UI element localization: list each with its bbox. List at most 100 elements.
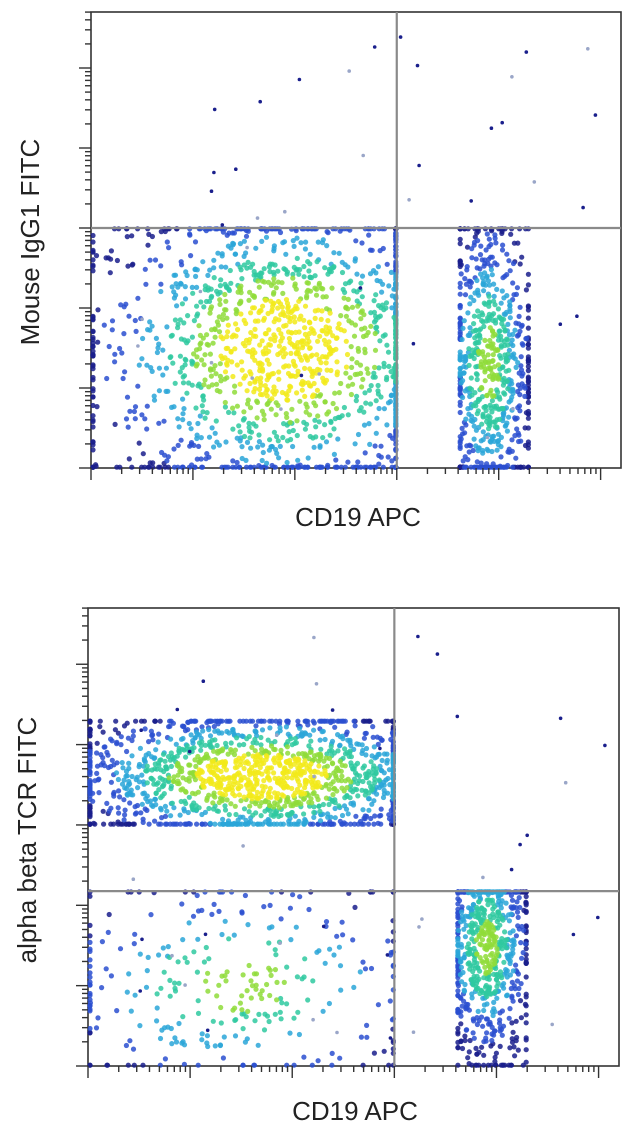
event-dot	[491, 927, 497, 933]
event-dot	[114, 741, 120, 747]
event-dot	[142, 266, 148, 272]
event-dot	[232, 251, 238, 257]
event-dot	[130, 728, 136, 734]
event-dot	[124, 773, 130, 779]
event-dot	[251, 294, 257, 300]
event-dot	[195, 1062, 201, 1068]
event-dot	[203, 978, 209, 984]
event-dot	[387, 952, 394, 958]
event-dot	[494, 995, 500, 1001]
event-dot	[331, 786, 337, 792]
event-dot	[246, 424, 252, 431]
event-dot	[195, 789, 201, 795]
event-dot	[248, 330, 254, 336]
event-dot	[233, 321, 239, 327]
event-dot	[180, 464, 186, 470]
event-dot	[510, 260, 517, 267]
outlier-dot	[312, 774, 316, 779]
event-dot	[483, 969, 489, 975]
event-dot	[175, 442, 181, 448]
event-dot	[474, 230, 480, 236]
event-dot	[154, 766, 160, 772]
event-dot	[215, 721, 221, 727]
event-dot	[311, 727, 317, 733]
event-dot	[247, 405, 254, 411]
event-dot	[367, 247, 374, 253]
event-dot	[522, 442, 529, 449]
event-dot	[383, 718, 389, 724]
event-dot	[380, 281, 386, 287]
event-dot	[492, 1054, 498, 1060]
event-dot	[391, 314, 397, 320]
event-dot	[307, 320, 313, 326]
event-dot	[384, 342, 390, 348]
event-dot	[309, 1062, 315, 1068]
event-dot	[515, 388, 521, 395]
event-dot	[271, 319, 277, 325]
event-dot	[118, 734, 124, 740]
event-dot	[172, 985, 178, 991]
event-dot	[211, 257, 217, 263]
event-dot	[328, 367, 334, 374]
event-dot	[162, 803, 168, 810]
event-dot	[261, 317, 267, 323]
event-dot	[496, 328, 502, 334]
event-dot	[365, 370, 371, 376]
event-dot	[455, 923, 461, 929]
event-dot	[523, 1035, 529, 1041]
event-dot	[222, 369, 229, 375]
event-dot	[133, 810, 139, 816]
event-dot	[150, 777, 156, 783]
event-dot	[290, 275, 296, 281]
event-dot	[208, 373, 214, 379]
event-dot	[281, 323, 287, 329]
event-dot	[127, 408, 133, 414]
event-dot	[500, 242, 506, 248]
event-dot	[325, 462, 331, 468]
event-dot	[159, 449, 165, 456]
event-dot	[485, 278, 491, 284]
event-dot	[106, 911, 112, 918]
event-dot	[160, 347, 166, 353]
event-dot	[201, 362, 207, 368]
event-dot	[128, 787, 134, 793]
event-dot	[331, 952, 337, 958]
event-dot	[361, 409, 367, 415]
event-dot	[471, 1035, 477, 1041]
event-dot	[486, 303, 492, 309]
event-dot	[471, 321, 477, 327]
event-dot	[352, 770, 359, 776]
event-dot	[466, 362, 472, 368]
event-dot	[269, 443, 275, 450]
event-dot	[252, 350, 258, 356]
event-dot	[516, 985, 522, 992]
event-dot	[194, 892, 200, 899]
event-dot	[502, 328, 508, 334]
event-dot	[504, 251, 510, 257]
outlier-dot	[198, 289, 203, 294]
event-dot	[522, 393, 528, 399]
event-dot	[199, 464, 206, 470]
event-dot	[182, 284, 188, 290]
event-dot	[463, 356, 469, 362]
event-dot	[334, 933, 340, 939]
event-dot	[357, 969, 363, 975]
event-dot	[181, 406, 187, 412]
event-dot	[214, 993, 220, 999]
event-dot	[349, 304, 356, 310]
event-dot	[222, 399, 228, 406]
event-dot	[237, 381, 243, 387]
event-dot	[168, 736, 174, 742]
event-dot	[209, 759, 215, 765]
event-dot	[311, 380, 317, 387]
event-dot	[256, 386, 263, 392]
event-dot	[202, 821, 208, 827]
event-dot	[328, 743, 334, 750]
event-dot	[233, 333, 239, 339]
event-dot	[294, 418, 300, 424]
event-dot	[339, 762, 345, 768]
event-dot	[303, 401, 309, 407]
event-dot	[259, 988, 265, 994]
event-dot	[259, 995, 265, 1002]
event-dot	[333, 406, 340, 412]
